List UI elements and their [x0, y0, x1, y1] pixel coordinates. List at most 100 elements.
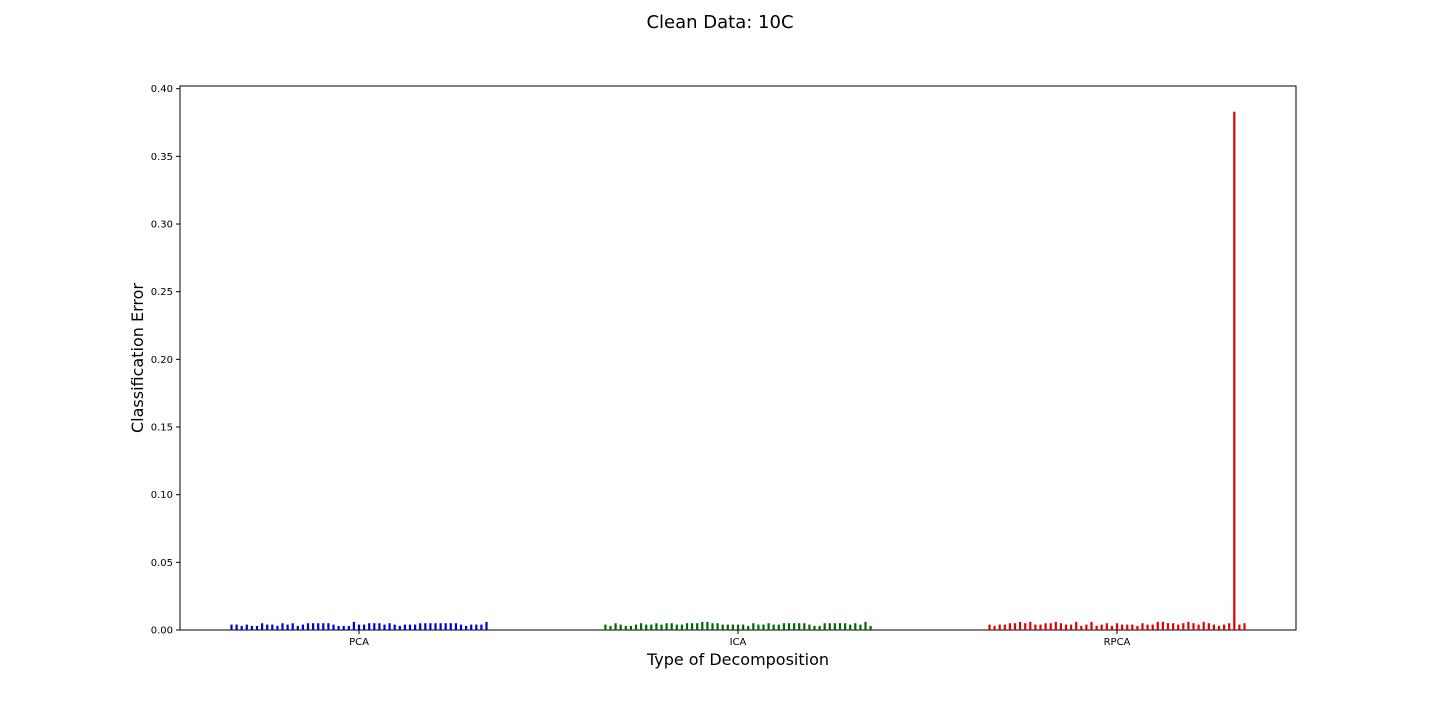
bar-ica	[731, 624, 734, 630]
bar-pca	[240, 625, 243, 630]
bar-pca	[250, 625, 253, 630]
bar-rpca	[1105, 623, 1108, 630]
bar-pca	[276, 625, 279, 630]
bar-rpca	[1070, 624, 1073, 630]
bar-rpca	[1003, 624, 1006, 630]
bar-pca	[444, 623, 447, 630]
bar-rpca	[1110, 625, 1113, 630]
bar-rpca	[1059, 623, 1062, 630]
bar-rpca	[1080, 625, 1083, 630]
x-axis: PCA ICA RPCA	[349, 630, 1131, 648]
bar-ica	[793, 623, 796, 630]
bar-rpca	[1233, 111, 1236, 630]
bar-pca	[291, 623, 294, 630]
bar-ica	[849, 624, 852, 630]
bar-pca	[480, 624, 483, 630]
bar-ica	[721, 624, 724, 630]
bar-ica	[747, 625, 750, 630]
bar-pca	[393, 624, 396, 630]
bar-rpca	[1156, 621, 1159, 630]
bar-rpca	[1212, 624, 1215, 630]
bar-ica	[701, 621, 704, 630]
bar-ica	[726, 624, 729, 630]
bar-rpca	[1166, 623, 1170, 630]
bars-layer	[230, 111, 1246, 630]
bar-rpca	[1054, 621, 1057, 630]
bar-rpca	[1223, 624, 1226, 630]
bar-rpca	[1090, 621, 1093, 630]
y-axis: 0.00 0.05 0.10 0.15 0.20 0.25 0.30 0.35 0.40	[151, 84, 180, 637]
bar-pca	[286, 624, 289, 630]
bar-pca	[266, 624, 269, 630]
bar-ica	[614, 623, 617, 630]
bar-rpca	[1019, 621, 1022, 630]
bar-pca	[403, 624, 406, 630]
bar-pca	[317, 623, 320, 630]
bar-rpca	[1187, 621, 1190, 630]
bar-rpca	[993, 625, 996, 630]
bar-ica	[808, 624, 811, 630]
y-tick-label: 0.20	[151, 355, 173, 366]
bar-rpca	[1085, 624, 1088, 630]
bar-ica	[655, 623, 658, 630]
bar-pca	[475, 624, 478, 630]
bar-ica	[798, 623, 801, 630]
bar-pca	[357, 624, 361, 630]
bar-rpca	[1228, 623, 1231, 630]
bar-pca	[230, 624, 233, 630]
bar-ica	[650, 624, 653, 630]
bar-pca	[388, 623, 391, 630]
bar-rpca	[1182, 623, 1185, 630]
bar-pca	[465, 625, 468, 630]
bar-pca	[332, 624, 335, 630]
bar-pca	[306, 623, 310, 630]
bar-pca	[439, 623, 442, 630]
bar-rpca	[1024, 623, 1027, 630]
bar-rpca	[998, 624, 1001, 630]
bar-rpca	[1049, 623, 1052, 630]
bar-rpca	[1008, 623, 1011, 630]
bar-rpca	[1146, 624, 1149, 630]
y-tick-label: 0.15	[151, 423, 173, 434]
bar-pca	[368, 623, 371, 630]
bar-pca	[408, 624, 412, 630]
bar-rpca	[1151, 624, 1154, 630]
bar-pca	[470, 624, 473, 630]
bar-rpca	[1075, 621, 1078, 630]
bar-ica	[742, 624, 745, 630]
bar-ica	[813, 625, 816, 630]
x-tick-label: PCA	[349, 637, 369, 648]
bar-pca	[373, 623, 376, 630]
bar-pca	[322, 623, 325, 630]
bar-pca	[255, 625, 259, 630]
x-axis-label: Type of Decomposition	[646, 650, 829, 669]
bar-ica	[675, 624, 678, 630]
bar-ica	[762, 624, 765, 630]
bar-rpca	[1192, 623, 1195, 630]
bar-rpca	[1238, 624, 1241, 630]
bar-ica	[696, 623, 699, 630]
y-tick-label: 0.35	[151, 152, 173, 163]
bar-pca	[449, 623, 452, 630]
bar-pca	[383, 624, 386, 630]
y-tick-label: 0.05	[151, 558, 173, 569]
bar-pca	[312, 623, 315, 630]
bar-pca	[454, 623, 457, 630]
bar-rpca	[1126, 624, 1129, 630]
bar-ica	[777, 624, 780, 630]
bar-rpca	[1197, 624, 1200, 630]
bar-pca	[261, 623, 264, 630]
bar-rpca	[1243, 623, 1246, 630]
bar-pca	[301, 624, 304, 630]
bar-ica	[604, 624, 607, 630]
bar-ica	[869, 625, 872, 630]
bar-rpca	[1217, 625, 1221, 630]
bar-rpca	[1013, 623, 1017, 630]
bar-rpca	[1029, 621, 1032, 630]
y-tick-label: 0.00	[151, 626, 173, 637]
bar-pca	[419, 623, 422, 630]
bar-ica	[757, 624, 760, 630]
bar-ica	[609, 625, 612, 630]
bar-pca	[347, 625, 350, 630]
